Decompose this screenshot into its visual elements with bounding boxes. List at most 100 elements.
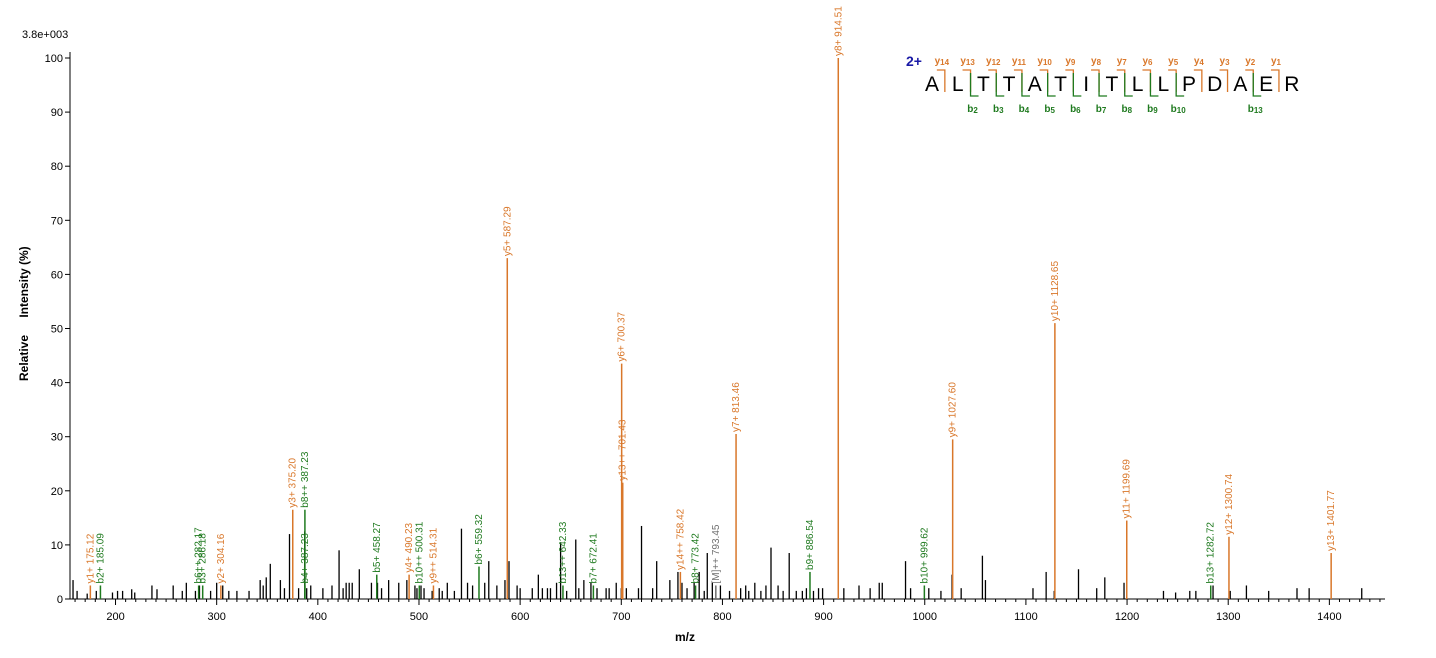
y-fragment-label: y11 [1012, 56, 1027, 67]
b-fragment-label: b4 [1019, 104, 1030, 115]
y-fragment-bracket [1142, 69, 1152, 92]
y-fragment-label: y2 [1245, 56, 1256, 67]
axes-layer: 0 10 20 30 40 50 60 70 80 90 100 200 300 400 500 600 700… [45, 52, 1385, 623]
peak-label-other: [M]++ 793.45 [711, 524, 722, 583]
b-fragment-bracket [1021, 73, 1030, 97]
residue-letter: P [1182, 73, 1196, 96]
b-fragment-bracket [969, 73, 979, 97]
peak-label-b: b10+ 999.62 [919, 527, 930, 583]
residue-letter: R [1284, 73, 1299, 96]
y-fragment-bracket [1091, 69, 1100, 92]
b-fragment-bracket [1098, 73, 1108, 97]
b-fragment-label: b7 [1096, 104, 1107, 115]
b-fragment-label: b6 [1070, 104, 1081, 115]
peak-label-y: y1+ 175.12 [85, 533, 96, 583]
y-fragment-label: y13 [960, 56, 975, 67]
peaks-layer [72, 58, 1363, 599]
y-tick-label: 0 [57, 594, 63, 606]
peak-label-b: b13++ 642.33 [558, 521, 569, 583]
peak-label-y: y9+ 1027.60 [948, 382, 959, 438]
x-tick-label: 200 [106, 611, 124, 623]
peak-label-y: y10+ 1128.65 [1050, 261, 1061, 322]
residue-letter: I [1083, 73, 1089, 96]
peak-label-b: b13+ 1282.72 [1206, 522, 1217, 584]
residue-letter: T [1105, 73, 1118, 96]
b-fragment-bracket [1149, 73, 1159, 97]
x-tick-label: 1000 [913, 611, 937, 623]
peak-label-b: b9+ 886.54 [805, 519, 816, 570]
y-axis-title: Relative Intensity (%) [17, 246, 31, 381]
y-fragment-label: y7 [1117, 56, 1128, 67]
x-tick-label: 800 [713, 611, 731, 623]
y-tick-label: 20 [51, 486, 63, 498]
y-axis-title-part-1: Relative [17, 335, 31, 381]
residue-letter: A [1028, 73, 1042, 96]
y-fragment-bracket [936, 69, 946, 92]
peak-label-y: y12+ 1300.74 [1224, 473, 1235, 534]
y-tick-label: 100 [45, 53, 63, 65]
y-tick-label: 40 [51, 378, 63, 390]
y-fragment-label: y12 [986, 56, 1001, 67]
residue-letter: L [1132, 73, 1144, 96]
peak-label-y: y4+ 490.23 [404, 522, 415, 572]
y-fragment-label: y14 [935, 56, 950, 67]
y-tick-label: 70 [51, 215, 63, 227]
peak-label-b: b7+ 672.41 [588, 533, 599, 584]
peak-label-b: b4+ 387.23 [300, 533, 311, 584]
residue-letter: D [1207, 73, 1222, 96]
b-fragment-bracket [1124, 73, 1133, 97]
peak-label-b: b6++ 282.17 [194, 527, 205, 584]
y-tick-label: 50 [51, 324, 63, 336]
peak-label-y: y13++ 701.43 [618, 419, 629, 481]
peak-label-b: b2+ 185.09 [95, 533, 106, 584]
y-fragment-label: y9 [1065, 56, 1076, 67]
y-fragment-bracket [1168, 69, 1177, 92]
y-fragment-label: y6 [1142, 56, 1153, 67]
residue-letter: L [1157, 73, 1169, 96]
x-tick-label: 1100 [1014, 611, 1038, 623]
y-fragment-label: y3 [1220, 56, 1231, 67]
y-fragment-bracket [962, 69, 972, 92]
peak-label-y: y14++ 758.42 [675, 508, 686, 570]
b-fragment-bracket [995, 73, 1005, 97]
peak-label-y: y5+ 587.29 [502, 206, 513, 256]
y-fragment-label: y5 [1168, 56, 1179, 67]
y-tick-label: 10 [51, 540, 63, 552]
y-fragment-label: y1 [1271, 56, 1282, 67]
peak-label-b: b6+ 559.32 [474, 514, 485, 565]
x-tick-label: 1200 [1115, 611, 1139, 623]
y-tick-label: 60 [51, 269, 63, 281]
b-fragment-label: b13 [1248, 104, 1264, 115]
peak-label-b: b10++ 500.31 [414, 521, 425, 583]
intensity-scale-label: 3.8e+003 [22, 29, 68, 41]
y-fragment-label: y8 [1091, 56, 1102, 67]
peak-label-y: y11+ 1199.69 [1122, 459, 1133, 519]
residue-letter: T [1003, 73, 1016, 96]
peak-label-b: b3+ 286.18 [198, 533, 209, 584]
residue-letter: T [1054, 73, 1067, 96]
x-tick-label: 700 [612, 611, 630, 623]
peak-label-y: y13+ 1401.77 [1326, 490, 1337, 551]
x-tick-label: 500 [410, 611, 428, 623]
x-tick-label: 1300 [1216, 611, 1240, 623]
b-fragment-bracket [1175, 73, 1185, 97]
b-fragment-bracket [1047, 73, 1056, 97]
b-fragment-label: b10 [1171, 104, 1187, 115]
y-tick-label: 30 [51, 432, 63, 444]
peak-label-b: b5+ 458.27 [372, 522, 383, 573]
peak-label-y: y7+ 813.46 [731, 382, 742, 432]
x-tick-label: 900 [814, 611, 832, 623]
x-axis-title: m/z [675, 630, 695, 644]
peak-label-y: y3+ 375.20 [288, 458, 299, 508]
x-tick-label: 600 [511, 611, 529, 623]
b-fragment-label: b5 [1044, 104, 1055, 115]
b-fragment-label: b2 [967, 104, 978, 115]
residue-letter: L [952, 73, 964, 96]
y-tick-label: 90 [51, 107, 63, 119]
y-fragment-bracket [1219, 69, 1229, 92]
residue-letter: E [1259, 73, 1273, 96]
x-tick-label: 1400 [1317, 611, 1341, 623]
